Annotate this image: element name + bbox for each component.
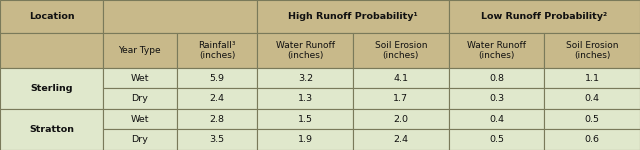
- Text: 2.4: 2.4: [209, 94, 225, 103]
- Text: Water Runoff
(inches): Water Runoff (inches): [276, 41, 335, 60]
- Bar: [257, 33, 353, 68]
- Text: Wet: Wet: [131, 115, 149, 124]
- Bar: [177, 33, 257, 68]
- Bar: [545, 68, 640, 88]
- Bar: [0, 68, 103, 109]
- Text: 2.8: 2.8: [209, 115, 225, 124]
- Text: 2.0: 2.0: [394, 115, 408, 124]
- Text: 1.3: 1.3: [298, 94, 313, 103]
- Bar: [545, 88, 640, 109]
- Text: Dry: Dry: [131, 94, 148, 103]
- Text: Soil Erosion
(inches): Soil Erosion (inches): [374, 41, 427, 60]
- Bar: [0, 33, 103, 68]
- Text: 0.4: 0.4: [585, 94, 600, 103]
- Bar: [103, 129, 177, 150]
- Text: 0.5: 0.5: [585, 115, 600, 124]
- Text: 5.9: 5.9: [209, 74, 225, 83]
- Text: 0.5: 0.5: [489, 135, 504, 144]
- Text: Year Type: Year Type: [118, 46, 161, 55]
- Bar: [177, 129, 257, 150]
- Text: Stratton: Stratton: [29, 125, 74, 134]
- Text: 3.5: 3.5: [209, 135, 225, 144]
- Text: 0.3: 0.3: [489, 94, 504, 103]
- Bar: [353, 129, 449, 150]
- Text: 2.4: 2.4: [394, 135, 408, 144]
- Bar: [257, 129, 353, 150]
- Bar: [545, 129, 640, 150]
- Bar: [257, 68, 353, 88]
- Text: Sterling: Sterling: [30, 84, 73, 93]
- Bar: [103, 0, 257, 33]
- Bar: [177, 88, 257, 109]
- Text: Rainfall³
(inches): Rainfall³ (inches): [198, 41, 236, 60]
- Bar: [353, 33, 449, 68]
- Text: 1.9: 1.9: [298, 135, 313, 144]
- Bar: [0, 0, 103, 33]
- Text: Low Runoff Probability²: Low Runoff Probability²: [481, 12, 607, 21]
- Bar: [449, 88, 545, 109]
- Text: 3.2: 3.2: [298, 74, 313, 83]
- Bar: [449, 33, 545, 68]
- Text: Wet: Wet: [131, 74, 149, 83]
- Bar: [257, 88, 353, 109]
- Bar: [103, 33, 177, 68]
- Bar: [449, 68, 545, 88]
- Bar: [103, 68, 177, 88]
- Bar: [449, 109, 545, 129]
- Text: 1.7: 1.7: [394, 94, 408, 103]
- Bar: [353, 68, 449, 88]
- Bar: [177, 68, 257, 88]
- Bar: [449, 0, 640, 33]
- Bar: [103, 88, 177, 109]
- Text: Soil Erosion
(inches): Soil Erosion (inches): [566, 41, 618, 60]
- Text: 1.5: 1.5: [298, 115, 313, 124]
- Bar: [177, 109, 257, 129]
- Text: 4.1: 4.1: [394, 74, 408, 83]
- Text: 0.6: 0.6: [585, 135, 600, 144]
- Bar: [257, 109, 353, 129]
- Bar: [545, 109, 640, 129]
- Bar: [353, 88, 449, 109]
- Text: Location: Location: [29, 12, 74, 21]
- Bar: [257, 0, 449, 33]
- Text: 0.8: 0.8: [489, 74, 504, 83]
- Text: Water Runoff
(inches): Water Runoff (inches): [467, 41, 526, 60]
- Bar: [0, 109, 103, 150]
- Text: High Runoff Probability¹: High Runoff Probability¹: [288, 12, 418, 21]
- Bar: [103, 109, 177, 129]
- Bar: [545, 33, 640, 68]
- Text: 0.4: 0.4: [489, 115, 504, 124]
- Text: 1.1: 1.1: [585, 74, 600, 83]
- Text: Dry: Dry: [131, 135, 148, 144]
- Bar: [449, 129, 545, 150]
- Bar: [353, 109, 449, 129]
